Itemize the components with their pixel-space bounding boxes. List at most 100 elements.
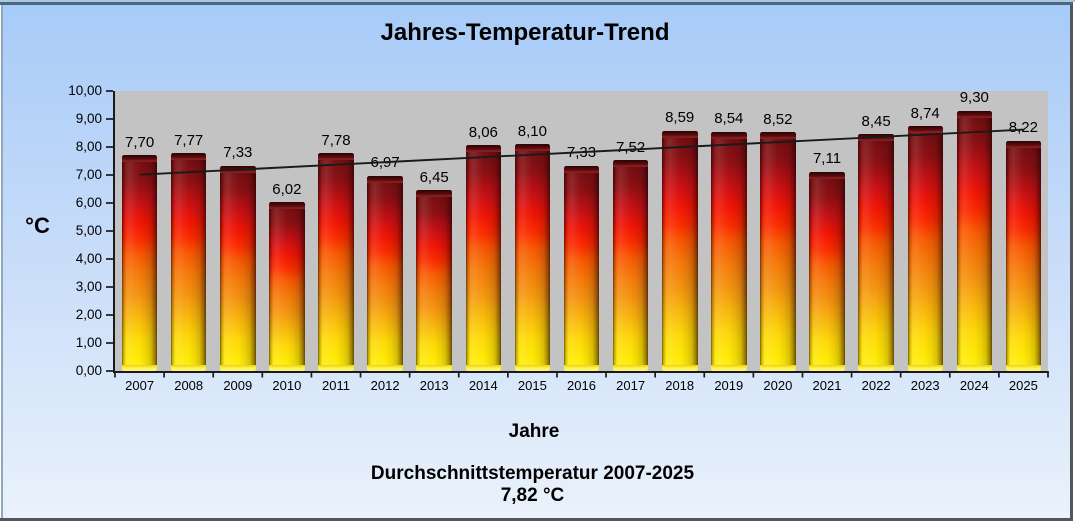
- x-tick-label-2018: 2018: [665, 378, 695, 393]
- x-tick-label-2015: 2015: [517, 378, 547, 393]
- bar-top-bevel: [318, 153, 354, 161]
- bar-bottom-bevel: [1005, 365, 1042, 371]
- data-label-2020: 8,52: [763, 110, 793, 128]
- bar-side-shading: [662, 130, 698, 371]
- bar-side-shading: [809, 171, 845, 371]
- bar-side-shading: [563, 165, 600, 371]
- bar-2021[interactable]: [809, 171, 845, 371]
- x-tick-label-2010: 2010: [272, 378, 302, 393]
- data-label-2022: 8,45: [861, 112, 891, 130]
- bar-2025[interactable]: [1005, 140, 1042, 371]
- data-label-2018: 8,59: [665, 109, 695, 126]
- x-tick-label-2021: 2021: [812, 378, 842, 393]
- y-tick-label-7_00: 7,00: [75, 167, 102, 182]
- bar-side-shading: [858, 134, 894, 371]
- bar-side-shading: [318, 153, 354, 371]
- x-tick-label-2025: 2025: [1008, 378, 1038, 393]
- data-label-2009: 7,33: [223, 144, 253, 162]
- data-label-2007: 7,70: [124, 133, 155, 151]
- bar-side-shading: [907, 126, 943, 371]
- y-tick-label-1_00: 1,00: [75, 335, 102, 350]
- bar-side-shading: [465, 145, 501, 371]
- data-label-2015: 8,10: [517, 122, 547, 140]
- bar-2009[interactable]: [220, 165, 256, 371]
- x-tick-label-2009: 2009: [223, 378, 253, 393]
- bar-bottom-bevel: [465, 365, 501, 371]
- y-tick-label-5_00: 5,00: [75, 223, 102, 238]
- bar-side-shading: [170, 153, 207, 371]
- x-tick-label-2016: 2016: [567, 378, 596, 393]
- bar-2015[interactable]: [514, 144, 551, 371]
- bar-bottom-bevel: [956, 365, 993, 371]
- bar-side-shading: [416, 190, 452, 371]
- chart-border-top: [0, 2, 1073, 5]
- x-tick-label-2024: 2024: [959, 378, 989, 393]
- x-tick-label-2020: 2020: [763, 378, 793, 393]
- plot-area[interactable]: [115, 91, 1048, 371]
- bar-2014[interactable]: [465, 145, 501, 371]
- data-label-2008: 7,77: [174, 131, 204, 149]
- data-label-2025: 8,22: [1008, 119, 1038, 137]
- bar-2013[interactable]: [416, 190, 452, 371]
- bar-top-bevel: [367, 175, 403, 183]
- bar-bottom-bevel: [711, 365, 747, 371]
- linear-trendline[interactable]: [139, 128, 1024, 176]
- bar-bottom-bevel: [514, 365, 551, 371]
- bar-2008[interactable]: [170, 153, 207, 371]
- y-tick-label-10_00: 10,00: [68, 83, 102, 98]
- data-label-2021: 7,11: [812, 150, 842, 168]
- x-tick-label-2023: 2023: [910, 378, 940, 393]
- bar-top-bevel: [907, 126, 943, 134]
- data-label-2024: 9,30: [959, 89, 989, 107]
- bar-bottom-bevel: [563, 365, 600, 371]
- bar-2017[interactable]: [612, 160, 649, 371]
- bar-2012[interactable]: [367, 175, 403, 371]
- data-label-2013: 6,45: [419, 168, 449, 186]
- bar-2020[interactable]: [760, 132, 796, 371]
- bar-bottom-bevel: [318, 365, 354, 371]
- bar-top-bevel: [956, 110, 993, 118]
- chart-border-bottom: [0, 518, 1073, 521]
- bar-side-shading: [367, 175, 403, 371]
- x-tick-label-2022: 2022: [861, 378, 891, 393]
- bar-2011[interactable]: [318, 153, 354, 371]
- data-label-2014: 8,06: [468, 123, 498, 141]
- bar-bottom-bevel: [367, 365, 403, 371]
- bar-side-shading: [514, 144, 551, 371]
- y-tick-label-2_00: 2,00: [75, 307, 102, 322]
- bar-top-bevel: [269, 202, 305, 210]
- x-tick-label-2019: 2019: [714, 378, 744, 393]
- chart-border-right: [1070, 5, 1073, 521]
- bar-bottom-bevel: [760, 365, 796, 371]
- chart-footer: Durchschnittstemperatur 2007-2025 7,82 °…: [282, 463, 783, 507]
- chart-title: Jahres-Temperatur-Trend: [380, 19, 670, 46]
- bar-2022[interactable]: [858, 134, 894, 371]
- x-axis-title: Jahre: [508, 421, 560, 442]
- bar-bottom-bevel: [858, 365, 894, 371]
- bar-2010[interactable]: [269, 202, 305, 371]
- bar-2023[interactable]: [907, 126, 943, 371]
- bar-bottom-bevel: [662, 365, 698, 371]
- bar-2016[interactable]: [563, 165, 600, 371]
- bar-2024[interactable]: [956, 110, 993, 371]
- bar-side-shading: [269, 202, 305, 371]
- bar-top-bevel: [760, 132, 796, 140]
- bar-top-bevel: [809, 171, 845, 179]
- bar-top-bevel: [416, 190, 452, 198]
- y-tick-label-8_00: 8,00: [75, 139, 102, 154]
- bar-bottom-bevel: [907, 365, 943, 371]
- data-label-2017: 7,52: [615, 138, 646, 156]
- bar-bottom-bevel: [416, 365, 452, 371]
- bar-2007[interactable]: [121, 155, 158, 371]
- bar-side-shading: [121, 155, 158, 371]
- bar-bottom-bevel: [269, 365, 305, 371]
- bar-bottom-bevel: [220, 365, 256, 371]
- bar-top-bevel: [612, 160, 649, 168]
- data-label-2010: 6,02: [272, 180, 302, 198]
- bar-2019[interactable]: [711, 131, 747, 371]
- bar-top-bevel: [662, 130, 698, 138]
- bar-2018[interactable]: [662, 130, 698, 371]
- bar-bottom-bevel: [612, 365, 649, 371]
- y-tick-label-9_00: 9,00: [75, 111, 102, 126]
